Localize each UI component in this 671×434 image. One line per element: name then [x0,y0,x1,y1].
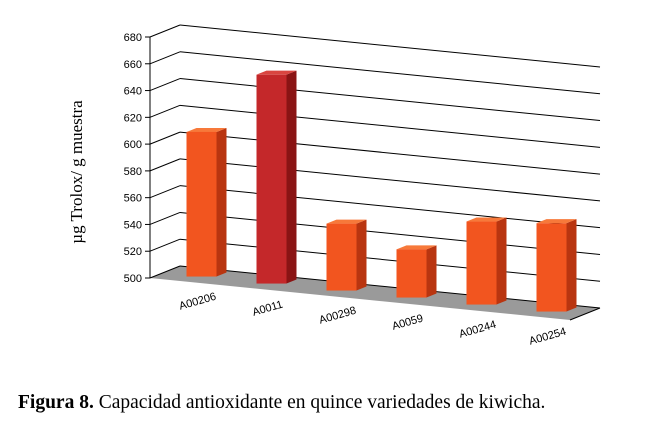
bar [256,70,297,284]
gridline-diagonal [149,238,181,252]
gridline [179,265,601,309]
gridline [179,158,601,202]
x-tick-label: A0011 [251,299,284,319]
bar-side [216,127,227,277]
bar [466,217,507,305]
bar-top [326,219,367,224]
y-tick-label: 620 [124,112,142,124]
gridline [179,51,601,95]
floor-edge [569,307,601,321]
figure-caption-label: Figura 8. [18,392,94,413]
x-tick-label: A00254 [528,326,568,348]
bar [186,127,227,277]
gridline-diagonal [149,24,181,38]
y-tick-label: 600 [124,139,142,151]
gridline-diagonal [149,131,181,145]
y-tick-label: 520 [124,246,142,258]
bar-side [566,219,577,312]
gridline [179,185,601,229]
figure-caption-text: Capacidad antioxidante en quince varieda… [93,392,546,413]
bar-front [396,249,427,298]
y-tick-label: 540 [124,219,142,231]
y-tick-labels: 500 520 540 560 580 600 620 640 660 680 [124,32,142,285]
y-tick-label: 500 [124,273,142,285]
bar-side [286,70,297,284]
bar-front [256,74,287,284]
y-tick-label: 640 [124,86,142,98]
gridline-diagonal [149,265,181,279]
gridline [179,78,601,122]
bar-front [536,223,567,312]
bar-side [356,219,367,291]
gridline [179,104,601,148]
bar-top [536,219,577,224]
x-tick-label: A00244 [458,319,498,341]
gridline [179,211,601,255]
bar-top [396,245,437,250]
bar-side [496,217,507,305]
gridline-diagonal [149,104,181,118]
x-tick-label: A00298 [318,305,358,327]
chart-bars [186,70,577,312]
y-axis [145,36,151,279]
y-tick-label: 560 [124,193,142,205]
bar-front [466,221,497,305]
chart-gridlines [149,24,601,309]
gridline [179,24,601,68]
gridline-diagonal [149,78,181,92]
gridline-diagonal [149,211,181,225]
bar-side [426,245,437,298]
bar [326,219,367,291]
gridline-diagonal [149,51,181,65]
figure-caption: Figura 8. Capacidad antioxidante en quin… [18,392,668,414]
gridline [179,131,601,175]
x-tick-label: A0059 [391,313,425,333]
bar-front [186,131,217,277]
bar-top [256,70,297,75]
gridline-diagonal [149,158,181,172]
gridline-diagonal [149,185,181,199]
bar [396,245,437,298]
bar [536,219,577,312]
y-tick-label: 680 [124,32,142,44]
y-axis-label: µg Trolox/ g muestra [67,100,86,244]
y-tick-label: 660 [124,59,142,71]
y-tick-label: 580 [124,166,142,178]
bar-top [466,217,507,222]
bar-chart: 500 520 540 560 580 600 620 640 660 680 A00206 A00… [67,24,601,348]
x-tick-label: A00206 [178,291,218,313]
gridline [179,238,601,282]
bar-top [186,127,227,132]
bar-front [326,223,357,291]
